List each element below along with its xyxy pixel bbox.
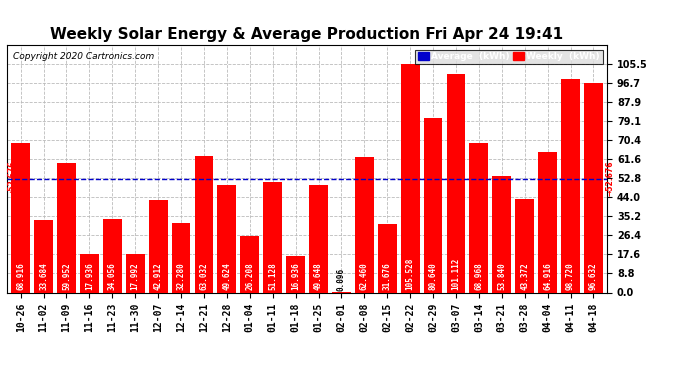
Bar <box>126 254 145 292</box>
Text: 34.056: 34.056 <box>108 262 117 290</box>
Text: 51.128: 51.128 <box>268 262 277 290</box>
Bar <box>195 156 213 292</box>
Text: 33.684: 33.684 <box>39 262 48 290</box>
Text: 101.112: 101.112 <box>451 258 460 290</box>
Bar <box>34 220 53 292</box>
Text: 62.460: 62.460 <box>359 262 369 290</box>
Text: 68.916: 68.916 <box>16 262 25 290</box>
Text: 64.916: 64.916 <box>543 262 552 290</box>
Legend: Average  (kWh), Weekly  (kWh): Average (kWh), Weekly (kWh) <box>415 50 602 64</box>
Text: 68.968: 68.968 <box>475 262 484 290</box>
Bar <box>493 176 511 292</box>
Bar <box>538 152 557 292</box>
Text: →52.676: →52.676 <box>8 161 17 196</box>
Text: 16.936: 16.936 <box>291 262 300 290</box>
Bar <box>80 254 99 292</box>
Bar <box>515 199 534 292</box>
Bar <box>217 185 236 292</box>
Bar <box>561 79 580 292</box>
Bar <box>57 163 76 292</box>
Bar <box>103 219 121 292</box>
Text: 59.952: 59.952 <box>62 262 71 290</box>
Text: Copyright 2020 Cartronics.com: Copyright 2020 Cartronics.com <box>13 53 154 62</box>
Text: 17.992: 17.992 <box>130 262 139 290</box>
Text: 98.720: 98.720 <box>566 262 575 290</box>
Bar <box>378 224 397 292</box>
Text: 42.912: 42.912 <box>154 262 163 290</box>
Bar <box>446 74 465 292</box>
Title: Weekly Solar Energy & Average Production Fri Apr 24 19:41: Weekly Solar Energy & Average Production… <box>50 27 564 42</box>
Bar <box>172 223 190 292</box>
Text: 17.936: 17.936 <box>85 262 94 290</box>
Text: 26.208: 26.208 <box>245 262 255 290</box>
Bar <box>149 200 168 292</box>
Text: 49.624: 49.624 <box>222 262 231 290</box>
Text: 49.648: 49.648 <box>314 262 323 290</box>
Text: 0.096: 0.096 <box>337 268 346 291</box>
Bar <box>11 143 30 292</box>
Bar <box>355 158 374 292</box>
Bar <box>401 64 420 292</box>
Bar <box>424 118 442 292</box>
Bar <box>240 236 259 292</box>
Text: 96.632: 96.632 <box>589 262 598 290</box>
Text: →52.676: →52.676 <box>606 161 615 196</box>
Text: 63.032: 63.032 <box>199 262 208 290</box>
Text: 105.528: 105.528 <box>406 258 415 290</box>
Bar <box>309 185 328 292</box>
Bar <box>584 84 603 292</box>
Bar <box>264 182 282 292</box>
Bar <box>469 143 489 292</box>
Text: 31.676: 31.676 <box>383 262 392 290</box>
Text: 43.372: 43.372 <box>520 262 529 290</box>
Text: 32.280: 32.280 <box>177 262 186 290</box>
Text: 53.840: 53.840 <box>497 262 506 290</box>
Bar <box>286 256 305 292</box>
Text: 80.640: 80.640 <box>428 262 437 290</box>
